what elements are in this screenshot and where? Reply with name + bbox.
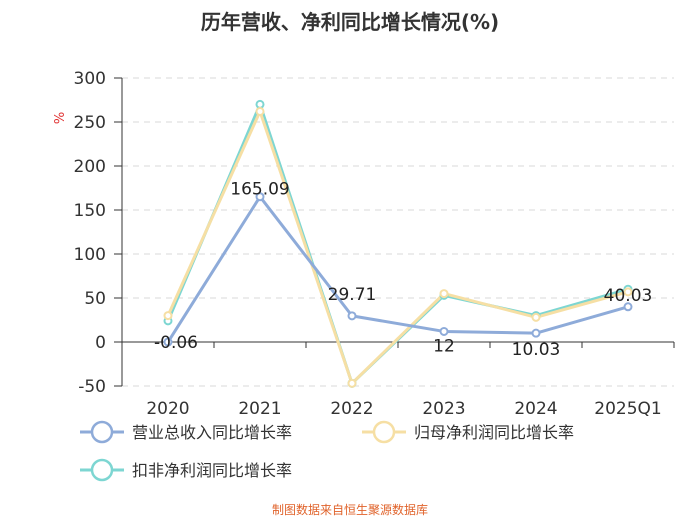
data-point <box>623 302 633 312</box>
axes: -50 0 50 100 150 200 250 300% 2020 2021 2022 2023 20… <box>53 69 675 419</box>
data-point <box>163 337 173 347</box>
series-line <box>166 109 629 385</box>
y-tick-label: 300 <box>74 69 106 89</box>
data-point <box>347 311 357 321</box>
y-tick-label: -50 <box>78 377 106 397</box>
legend-item: 扣非净利润同比增长率 <box>80 458 292 482</box>
data-label: 10.03 <box>512 340 561 360</box>
data-point <box>439 289 449 299</box>
data-point <box>163 311 173 321</box>
data-label: 40.03 <box>604 286 653 306</box>
x-tick-label: 2022 <box>330 399 373 419</box>
data-label: -0.06 <box>154 333 198 353</box>
legend-item: 归母净利润同比增长率 <box>362 420 574 444</box>
series-lines <box>166 102 629 385</box>
x-tick-label: 2021 <box>238 399 281 419</box>
data-point <box>439 326 449 336</box>
legend-label: 营业总收入同比增长率 <box>132 423 292 442</box>
data-label: 165.09 <box>230 180 289 200</box>
x-tick-label: 2024 <box>514 399 557 419</box>
y-tick-label: 100 <box>74 245 106 265</box>
data-point <box>623 287 633 297</box>
data-point <box>531 328 541 338</box>
x-tick-label: 2025Q1 <box>594 399 661 419</box>
data-label: 29.71 <box>328 285 377 305</box>
series-points <box>163 99 633 388</box>
y-tick-label: 0 <box>95 333 106 353</box>
chart-title: 历年营收、净利同比增长情况(%) <box>200 10 500 34</box>
legend-marker <box>372 420 396 444</box>
data-point <box>347 378 357 388</box>
series-line <box>166 195 629 343</box>
y-axis-label: % <box>53 112 68 124</box>
legend-item: 营业总收入同比增长率 <box>80 420 292 444</box>
legend-marker <box>90 458 114 482</box>
y-tick-label: 250 <box>74 113 106 133</box>
data-point <box>531 312 541 322</box>
x-tick-label: 2020 <box>146 399 189 419</box>
y-tick-label: 150 <box>74 201 106 221</box>
legend-label: 归母净利润同比增长率 <box>414 423 574 442</box>
x-tick-label: 2023 <box>422 399 465 419</box>
data-point <box>255 99 265 109</box>
y-tick-label: 200 <box>74 157 106 177</box>
data-label: 12 <box>433 336 455 356</box>
source-note: 制图数据来自恒生聚源数据库 <box>271 503 428 517</box>
data-point <box>255 106 265 116</box>
data-point <box>255 192 265 202</box>
legend-marker <box>90 420 114 444</box>
y-tick-label: 50 <box>84 289 106 309</box>
data-labels: -0.06 165.09 29.71 12 10.03 40.03 <box>154 180 652 360</box>
legend-label: 扣非净利润同比增长率 <box>132 461 292 480</box>
